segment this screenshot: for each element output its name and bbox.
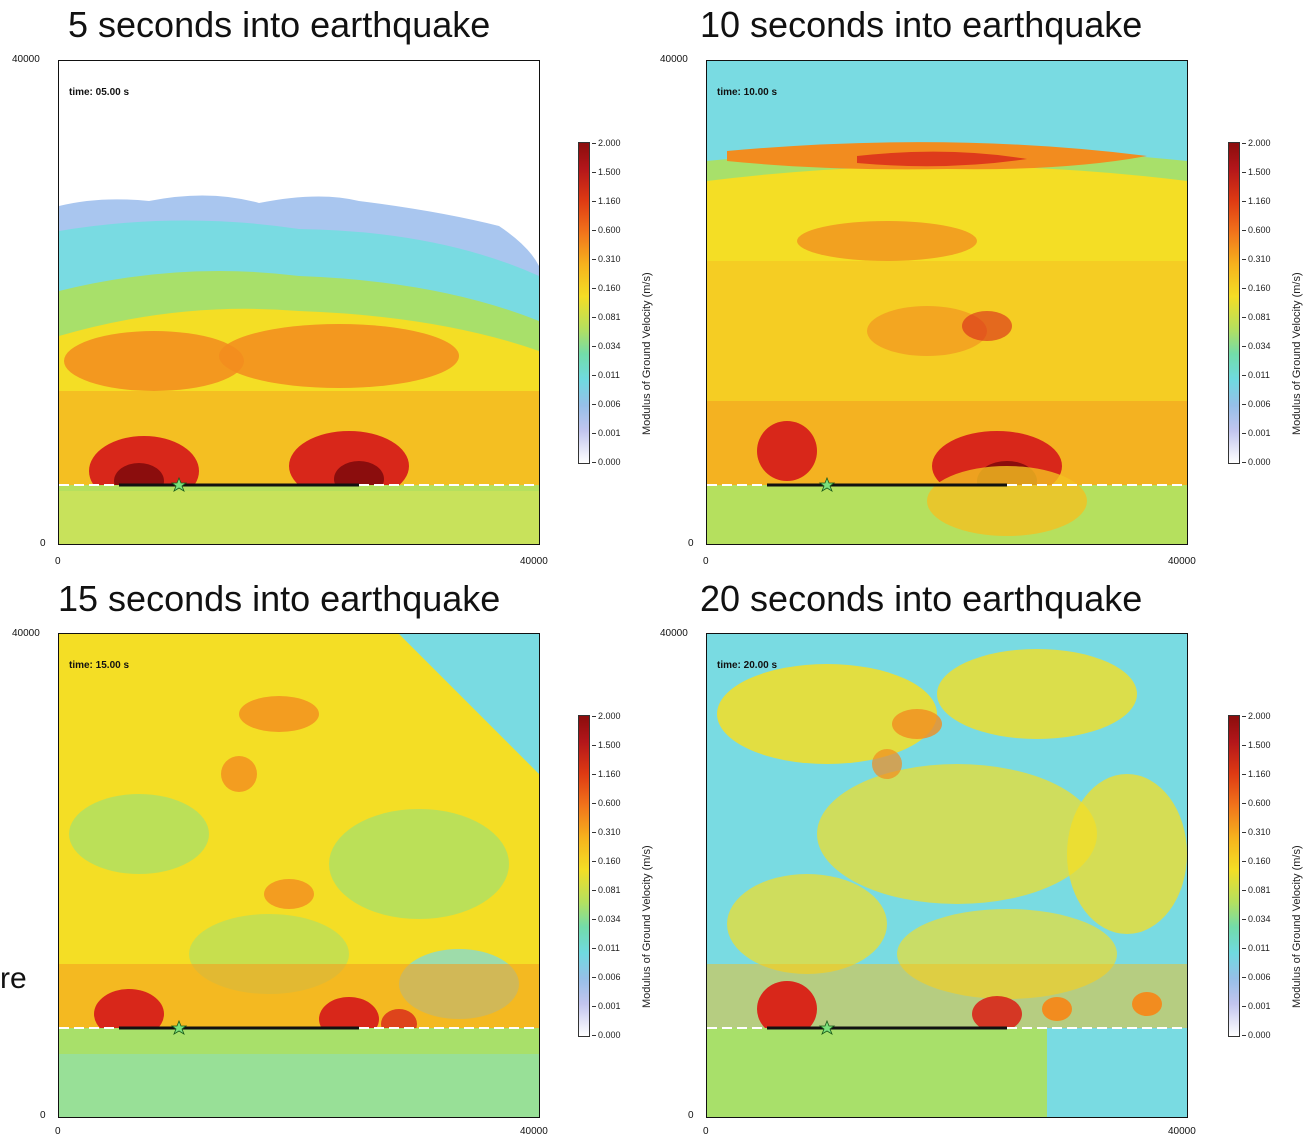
colorbar-1-ticks: 2.000 1.500 1.160 0.600 0.310 0.160 0.08… xyxy=(592,138,658,467)
panel-4-ytick-min: 0 xyxy=(688,1110,694,1121)
cbar-tick: 0.310 xyxy=(592,254,621,264)
cbar-tick: 0.081 xyxy=(592,312,621,322)
cbar-tick: 1.500 xyxy=(1242,167,1271,177)
cbar-tick: 0.600 xyxy=(1242,798,1271,808)
wavefield-plot-2 xyxy=(707,61,1187,544)
time-label-4: time: 20.00 s xyxy=(717,660,778,671)
cbar-tick: 1.160 xyxy=(1242,769,1271,779)
panel-3-xtick-min: 0 xyxy=(55,1126,61,1137)
cbar-tick: 0.000 xyxy=(592,1030,621,1040)
colorbar-4 xyxy=(1228,715,1240,1037)
cbar-tick: 0.081 xyxy=(1242,885,1271,895)
panel-2-xtick-max: 40000 xyxy=(1168,556,1196,567)
panel-4-title: 20 seconds into earthquake xyxy=(700,578,1143,619)
cbar-tick: 0.000 xyxy=(1242,1030,1271,1040)
cbar-tick: 2.000 xyxy=(592,711,621,721)
panel-1-ytick-min: 0 xyxy=(40,538,46,549)
cbar-tick: 2.000 xyxy=(1242,711,1271,721)
cbar-tick: 0.006 xyxy=(592,972,621,982)
wavefield-panel-2: time: 10.00 s xyxy=(706,60,1188,545)
colorbar-4-label: Modulus of Ground Velocity (m/s) xyxy=(1291,845,1303,1008)
colorbar-2-label: Modulus of Ground Velocity (m/s) xyxy=(1291,272,1303,435)
panel-1-ytick-max: 40000 xyxy=(12,54,40,65)
colorbar-2-ticks: 2.000 1.500 1.160 0.600 0.310 0.160 0.08… xyxy=(1242,138,1308,467)
cbar-tick: 0.081 xyxy=(592,885,621,895)
cbar-tick: 0.006 xyxy=(1242,399,1271,409)
cbar-tick: 0.160 xyxy=(1242,283,1271,293)
cbar-tick: 1.160 xyxy=(592,769,621,779)
panel-4-xtick-max: 40000 xyxy=(1168,1126,1196,1137)
cbar-tick: 1.500 xyxy=(592,740,621,750)
cbar-tick: 0.034 xyxy=(592,914,621,924)
colorbar-1 xyxy=(578,142,590,464)
cbar-tick: 1.160 xyxy=(1242,196,1271,206)
colorbar-4-ticks: 2.000 1.500 1.160 0.600 0.310 0.160 0.08… xyxy=(1242,711,1308,1040)
cbar-tick: 1.160 xyxy=(592,196,621,206)
cbar-tick: 2.000 xyxy=(1242,138,1271,148)
panel-1-xtick-max: 40000 xyxy=(520,556,548,567)
panel-2-xtick-min: 0 xyxy=(703,556,709,567)
cbar-tick: 0.011 xyxy=(592,943,620,953)
cbar-tick: 0.001 xyxy=(1242,428,1271,438)
cbar-tick: 1.500 xyxy=(1242,740,1271,750)
panel-4-xtick-min: 0 xyxy=(703,1126,709,1137)
cbar-tick: 0.160 xyxy=(1242,856,1271,866)
cbar-tick: 0.001 xyxy=(1242,1001,1271,1011)
colorbar-3 xyxy=(578,715,590,1037)
panel-3-ytick-min: 0 xyxy=(40,1110,46,1121)
panel-3-xtick-max: 40000 xyxy=(520,1126,548,1137)
cbar-tick: 0.160 xyxy=(592,856,621,866)
time-label-1: time: 05.00 s xyxy=(69,87,130,98)
cbar-tick: 0.011 xyxy=(1242,943,1270,953)
panel-1-xtick-min: 0 xyxy=(55,556,61,567)
colorbar-3-ticks: 2.000 1.500 1.160 0.600 0.310 0.160 0.08… xyxy=(592,711,658,1040)
time-label-2: time: 10.00 s xyxy=(717,87,778,98)
cbar-tick: 2.000 xyxy=(592,138,621,148)
colorbar-2 xyxy=(1228,142,1240,464)
panel-3-ytick-max: 40000 xyxy=(12,628,40,639)
cbar-tick: 0.160 xyxy=(592,283,621,293)
colorbar-1-label: Modulus of Ground Velocity (m/s) xyxy=(641,272,653,435)
cbar-tick: 0.000 xyxy=(1242,457,1271,467)
panel-4-ytick-max: 40000 xyxy=(660,628,688,639)
cbar-tick: 0.006 xyxy=(1242,972,1271,982)
cbar-tick: 0.600 xyxy=(1242,225,1271,235)
wavefield-plot-3 xyxy=(59,634,539,1117)
cbar-tick: 0.000 xyxy=(592,457,621,467)
cbar-tick: 0.600 xyxy=(592,798,621,808)
cbar-tick: 0.310 xyxy=(1242,254,1271,264)
wavefield-panel-3: time: 15.00 s xyxy=(58,633,540,1118)
cbar-tick: 0.011 xyxy=(1242,370,1270,380)
cbar-tick: 1.500 xyxy=(592,167,621,177)
cbar-tick: 0.310 xyxy=(1242,827,1271,837)
cbar-tick: 0.034 xyxy=(1242,341,1271,351)
time-label-3: time: 15.00 s xyxy=(69,660,130,671)
wavefield-panel-4: time: 20.00 s xyxy=(706,633,1188,1118)
wavefield-plot-1 xyxy=(59,61,539,544)
cropped-edge-text: re xyxy=(0,962,27,995)
cbar-tick: 0.310 xyxy=(592,827,621,837)
wavefield-plot-4 xyxy=(707,634,1187,1117)
cbar-tick: 0.011 xyxy=(592,370,620,380)
panel-2-ytick-max: 40000 xyxy=(660,54,688,65)
cbar-tick: 0.034 xyxy=(1242,914,1271,924)
panel-2-ytick-min: 0 xyxy=(688,538,694,549)
cbar-tick: 0.081 xyxy=(1242,312,1271,322)
panel-3-title: 15 seconds into earthquake xyxy=(58,578,501,619)
cbar-tick: 0.034 xyxy=(592,341,621,351)
panel-2-title: 10 seconds into earthquake xyxy=(700,4,1143,45)
cbar-tick: 0.600 xyxy=(592,225,621,235)
cbar-tick: 0.006 xyxy=(592,399,621,409)
cbar-tick: 0.001 xyxy=(592,1001,621,1011)
cbar-tick: 0.001 xyxy=(592,428,621,438)
wavefield-panel-1: time: 05.00 s xyxy=(58,60,540,545)
colorbar-3-label: Modulus of Ground Velocity (m/s) xyxy=(641,845,653,1008)
panel-1-title: 5 seconds into earthquake xyxy=(68,4,491,45)
